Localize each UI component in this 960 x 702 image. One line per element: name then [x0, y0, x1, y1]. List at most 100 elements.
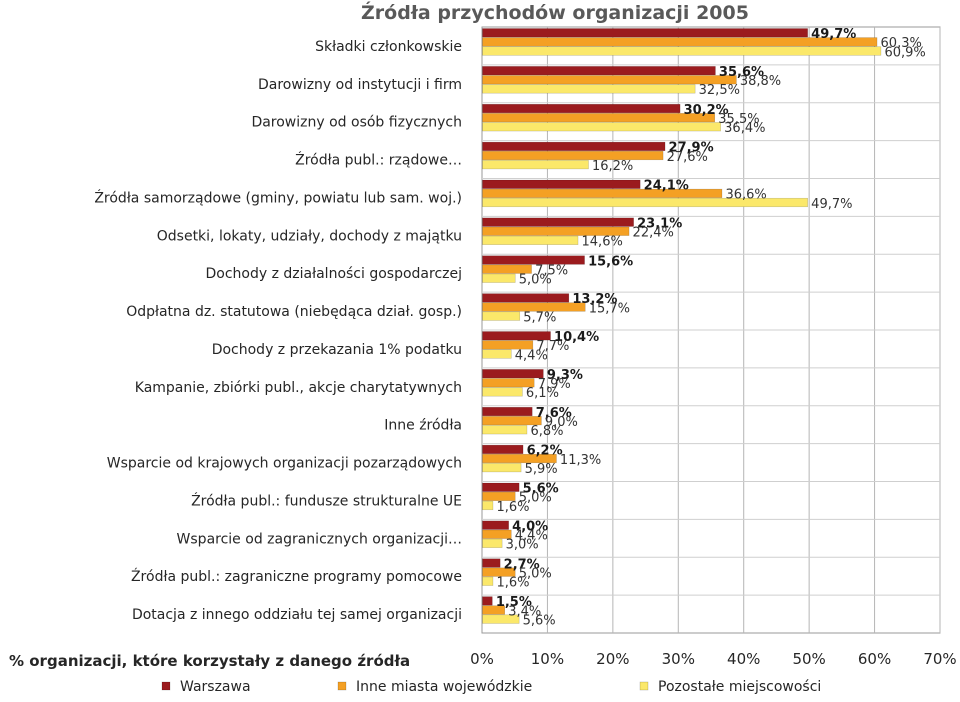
data-label: 22,4%: [633, 226, 674, 241]
chart-title: Źródła przychodów organizacji 2005: [361, 1, 749, 24]
data-label: 38,8%: [740, 74, 781, 89]
data-label: 6,8%: [530, 424, 563, 439]
legend-swatch: [161, 681, 171, 691]
bar-warszawa: [482, 331, 551, 341]
bar-inne-miasta: [482, 226, 630, 236]
bar-warszawa: [482, 255, 585, 265]
bar-inne-miasta: [482, 340, 534, 350]
bar-inne-miasta: [482, 264, 532, 274]
category-label: Źródła publ.: fundusze strukturalne UE: [191, 491, 462, 509]
bar-pozostale: [482, 425, 528, 435]
category-label: Dotacja z innego oddziału tej samej orga…: [132, 607, 462, 623]
bar-warszawa: [482, 520, 509, 530]
data-label: 15,7%: [589, 301, 630, 316]
category-label: Dochody z przekazania 1% podatku: [212, 342, 462, 358]
data-label: 1,5%: [496, 595, 532, 610]
x-tick-label: 20%: [596, 650, 629, 668]
bar-pozostale: [482, 576, 494, 586]
bar-warszawa: [482, 482, 520, 492]
category-label: Darowizny od instytucji i firm: [258, 77, 462, 93]
data-label: 6,2%: [527, 444, 563, 459]
bar-pozostale: [482, 160, 589, 170]
legend-swatch: [337, 681, 347, 691]
data-label: 27,9%: [669, 141, 714, 156]
data-label: 30,2%: [684, 103, 729, 118]
data-label: 10,4%: [554, 330, 599, 345]
bar-inne-miasta: [482, 605, 505, 615]
x-tick-label: 70%: [923, 650, 956, 668]
category-label: Darowizny od osób fizycznych: [251, 115, 462, 131]
x-axis-label: % organizacji, które korzystały z danego…: [9, 652, 410, 670]
data-label: 3,4%: [508, 604, 541, 619]
data-label: 35,6%: [719, 65, 764, 80]
bar-pozostale: [482, 463, 522, 473]
category-label: Składki członkowskie: [315, 39, 462, 55]
data-label: 27,6%: [667, 150, 708, 165]
data-label: 32,5%: [699, 83, 740, 98]
category-label: Dochody z działalności gospodarczej: [206, 266, 462, 282]
bar-warszawa: [482, 217, 634, 227]
category-label: Odsetki, lokaty, udziały, dochody z mają…: [157, 228, 462, 244]
category-label: Źródła samorządowe (gminy, powiatu lub s…: [94, 188, 462, 206]
data-label: 7,9%: [538, 377, 571, 392]
bar-inne-miasta: [482, 567, 516, 577]
data-label: 5,0%: [519, 273, 552, 288]
data-label: 13,2%: [572, 292, 617, 307]
bar-warszawa: [482, 293, 570, 303]
data-label: 9,0%: [545, 415, 578, 430]
data-label: 16,2%: [592, 159, 633, 174]
bar-warszawa: [482, 179, 641, 189]
legend-label: Inne miasta wojewódzkie: [356, 679, 532, 695]
data-label: 9,3%: [547, 368, 583, 383]
x-tick-label: 30%: [662, 650, 695, 668]
bar-pozostale: [482, 349, 512, 359]
category-label: Inne źródła: [384, 418, 462, 434]
data-label: 3,0%: [506, 538, 539, 553]
bar-pozostale: [482, 387, 523, 397]
category-label: Źródła publ.: rządowe…: [295, 151, 462, 169]
bar-warszawa: [482, 369, 544, 379]
bar-warszawa: [482, 558, 501, 568]
bar-pozostale: [482, 273, 516, 283]
data-label: 35,5%: [718, 112, 759, 127]
bar-inne-miasta: [482, 529, 512, 539]
category-label: Odpłatna dz. statutowa (niebędąca dział.…: [126, 304, 462, 320]
legend: Warszawa Inne miasta wojewódzkie Pozostałe…: [161, 679, 821, 695]
bar-inne-miasta: [482, 188, 723, 198]
bar-warszawa: [482, 104, 681, 114]
bar-inne-miasta: [482, 416, 542, 426]
data-label: 5,6%: [523, 482, 559, 497]
legend-label: Warszawa: [180, 679, 251, 695]
data-label: 15,6%: [588, 254, 633, 269]
data-label: 5,0%: [519, 566, 552, 581]
data-label: 1,6%: [496, 576, 529, 591]
category-label: Wsparcie od zagranicznych organizacji…: [177, 531, 462, 547]
bar-pozostale: [482, 614, 520, 624]
bar-warszawa: [482, 596, 493, 606]
bar-inne-miasta: [482, 37, 878, 47]
x-tick-label: 0%: [470, 650, 494, 668]
data-label: 4,4%: [515, 348, 548, 363]
bar-inne-miasta: [482, 113, 716, 123]
legend-swatch: [639, 681, 649, 691]
x-tick-labels: 0% 10% 20% 30% 40% 50% 60% 70%: [470, 650, 957, 668]
bar-pozostale: [482, 84, 696, 94]
bar-warszawa: [482, 141, 666, 151]
bar-pozostale: [482, 197, 808, 208]
category-labels: Składki członkowskie Darowizny od instytu…: [94, 39, 462, 623]
legend-label: Pozostałe miejscowości: [658, 679, 821, 695]
bar-pozostale: [482, 46, 882, 56]
bar-warszawa: [482, 444, 524, 454]
bar-warszawa: [482, 407, 533, 417]
bars-group: [482, 28, 882, 624]
data-label: 1,6%: [496, 500, 529, 515]
x-tick-label: 60%: [858, 650, 891, 668]
category-label: Źródła publ.: zagraniczne programy pomoc…: [131, 567, 462, 585]
data-label: 6,1%: [526, 386, 559, 401]
data-label: 7,5%: [535, 263, 568, 278]
data-label: 7,6%: [536, 406, 572, 421]
data-label: 49,7%: [811, 197, 852, 212]
data-label: 36,6%: [725, 188, 766, 203]
x-tick-label: 50%: [792, 650, 825, 668]
